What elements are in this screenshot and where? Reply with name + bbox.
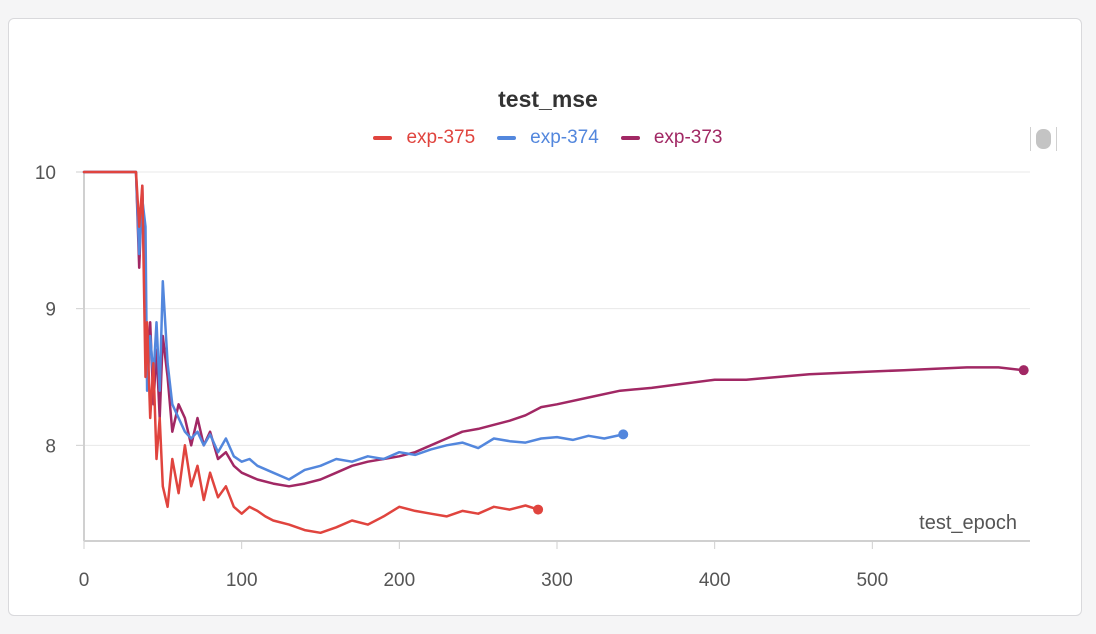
chart-panel	[8, 18, 1082, 616]
series-line-exp-375[interactable]	[82, 170, 540, 535]
scroll-knob-icon[interactable]	[1036, 129, 1051, 149]
legend-swatch-0	[373, 136, 393, 140]
legend-item-1[interactable]: exp-374	[497, 127, 599, 149]
series-end-point-exp-374[interactable]	[618, 429, 629, 440]
y-tick-label-9: 9	[45, 300, 56, 321]
chart-title: test_mse	[498, 86, 598, 112]
legend-swatch-1	[497, 136, 517, 140]
y-tick-label-8: 8	[45, 436, 56, 457]
legend-item-2[interactable]: exp-373	[620, 127, 723, 149]
series-line-exp-374[interactable]	[82, 170, 625, 481]
legend-swatch-2	[620, 136, 640, 140]
x-tick-label-100: 100	[226, 570, 258, 591]
x-axis-label: test_epoch	[919, 512, 1017, 534]
legend-label-2: exp-373	[653, 127, 723, 148]
x-tick-label-500: 500	[856, 570, 888, 591]
y-tick-label-10: 10	[35, 163, 56, 184]
series-end-point-exp-375[interactable]	[533, 504, 544, 515]
x-tick-label-0: 0	[79, 570, 90, 591]
x-tick-label-300: 300	[541, 570, 573, 591]
x-tick-label-400: 400	[699, 570, 731, 591]
x-tick-label-200: 200	[383, 570, 415, 591]
legend-item-0[interactable]: exp-375	[373, 127, 475, 149]
series-layer	[82, 170, 1029, 535]
legend-label-1: exp-374	[530, 127, 599, 148]
grid-layer	[84, 171, 1030, 446]
series-end-point-exp-373[interactable]	[1018, 365, 1029, 376]
legend-scroll-handle[interactable]	[1030, 127, 1057, 151]
legend-label-0: exp-375	[406, 127, 476, 148]
chart-legend: exp-375 exp-374 exp-373	[0, 127, 1096, 149]
